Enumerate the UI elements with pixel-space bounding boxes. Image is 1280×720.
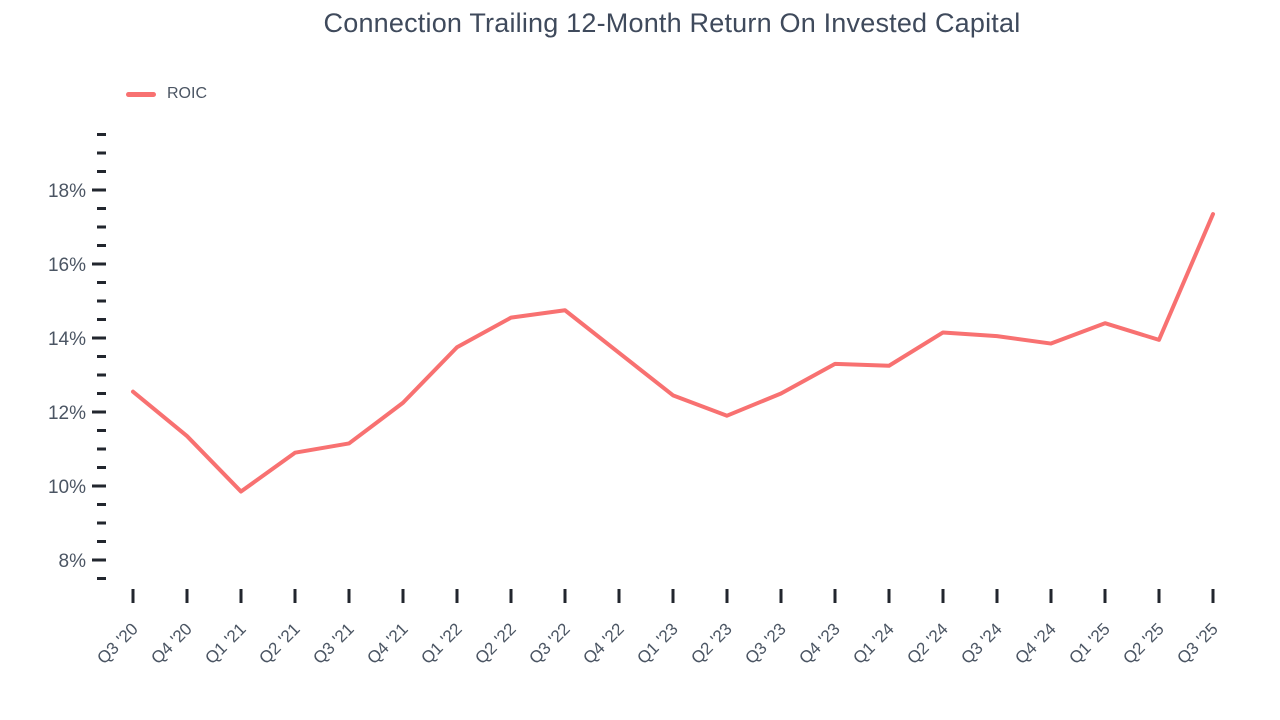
y-tick-label: 14% <box>48 329 86 350</box>
x-tick-label: Q4 '21 <box>363 619 411 667</box>
x-tick-label: Q1 '24 <box>849 619 897 667</box>
x-tick-label: Q1 '23 <box>633 619 681 667</box>
x-tick-label: Q2 '25 <box>1119 619 1167 667</box>
x-tick-label: Q2 '23 <box>687 619 735 667</box>
x-tick-label: Q1 '22 <box>417 619 465 667</box>
legend-line-swatch <box>126 91 156 97</box>
x-tick-label: Q3 '22 <box>525 619 573 667</box>
y-axis-major-ticks: 18% 16% 14% 12% 10% 8% <box>48 181 106 572</box>
x-tick-label: Q3 '20 <box>93 619 141 667</box>
y-tick-label: 16% <box>48 255 86 276</box>
y-axis-minor-ticks <box>97 133 106 580</box>
x-tick-label: Q2 '21 <box>255 619 303 667</box>
y-tick-label: 8% <box>59 551 87 572</box>
legend-label: ROIC <box>167 85 207 102</box>
x-tick-label: Q3 '21 <box>309 619 357 667</box>
x-tick-label: Q1 '21 <box>201 619 249 667</box>
x-axis-labels: Q3 '20 Q4 '20 Q1 '21 Q2 '21 Q3 '21 Q4 '21 Q1 '… <box>93 619 1221 667</box>
x-tick-label: Q4 '20 <box>147 619 195 667</box>
x-tick-label: Q3 '24 <box>957 619 1005 667</box>
roic-line <box>131 212 1215 494</box>
x-tick-label: Q4 '22 <box>579 619 627 667</box>
x-tick-label: Q2 '24 <box>903 619 951 667</box>
x-tick-label: Q3 '25 <box>1173 619 1221 667</box>
x-axis-ticks <box>131 589 1215 603</box>
y-tick-label: 12% <box>48 403 86 424</box>
x-tick-label: Q2 '22 <box>471 619 519 667</box>
chart-title: Connection Trailing 12-Month Return On I… <box>323 8 1021 38</box>
y-tick-label: 18% <box>48 181 86 202</box>
x-tick-label: Q1 '25 <box>1065 619 1113 667</box>
x-tick-label: Q3 '23 <box>741 619 789 667</box>
x-tick-label: Q4 '24 <box>1011 619 1059 667</box>
legend: ROIC <box>126 85 207 103</box>
y-tick-label: 10% <box>48 477 86 498</box>
x-tick-label: Q4 '23 <box>795 619 843 667</box>
